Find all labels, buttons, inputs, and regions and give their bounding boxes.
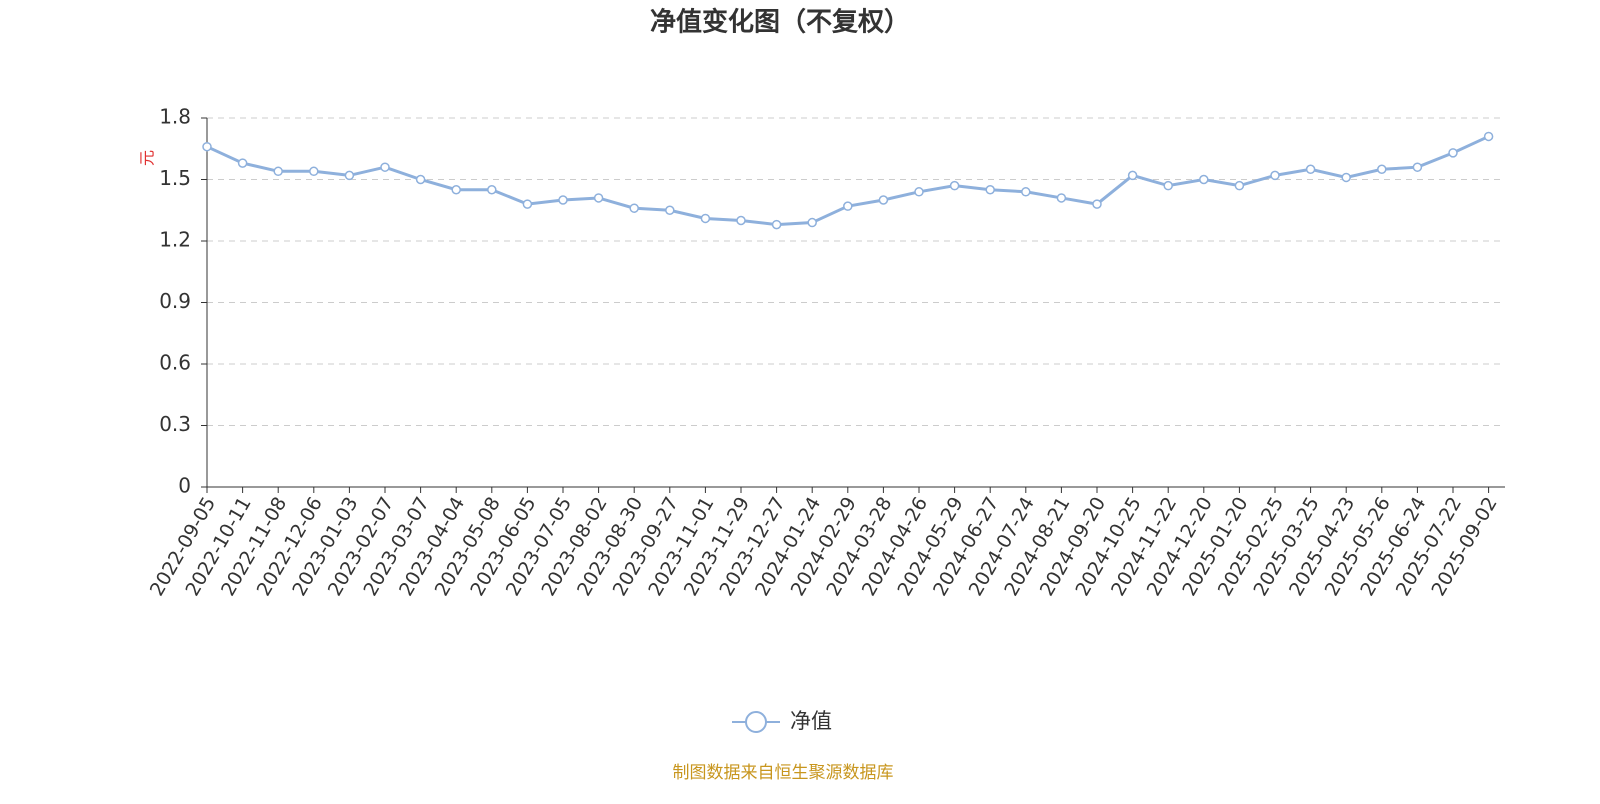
point [949, 180, 960, 191]
point [1305, 164, 1316, 174]
point [807, 217, 817, 228]
point [1199, 174, 1209, 185]
y-tick-label: 0.9 [159, 289, 191, 313]
point [1021, 187, 1031, 197]
point [665, 205, 675, 215]
point [1412, 162, 1423, 172]
point [1092, 199, 1102, 209]
point [914, 187, 924, 197]
point [878, 195, 889, 205]
y-tick-label: 1.5 [159, 166, 191, 190]
point [558, 195, 568, 205]
chart-title: 净值变化图（不复权） [650, 7, 910, 38]
point [1483, 131, 1494, 142]
point [843, 201, 853, 211]
point [273, 166, 283, 177]
point [522, 199, 533, 209]
point [985, 185, 995, 195]
y-tick-label: 0.6 [159, 351, 191, 375]
point [1341, 172, 1351, 183]
y-tick-label: 0.3 [159, 412, 191, 436]
point [1448, 148, 1458, 158]
line [206, 135, 1490, 227]
point [1163, 180, 1173, 191]
point [1127, 170, 1138, 181]
point [629, 203, 639, 213]
point [415, 174, 426, 185]
y-tick-label: 1.2 [159, 228, 191, 252]
point [1056, 193, 1067, 203]
y-tick-label: 1.8 [159, 105, 191, 129]
point [593, 193, 604, 203]
legend-marker [745, 711, 767, 733]
point [202, 141, 212, 152]
point [487, 185, 497, 195]
y-axis-label: 元 [138, 150, 157, 166]
legend-label: 净值 [790, 709, 832, 733]
point [344, 170, 355, 181]
point [700, 213, 711, 224]
point [1270, 170, 1280, 181]
point [771, 219, 782, 230]
point [380, 162, 390, 172]
point [1234, 180, 1245, 191]
y-tick-label: 0 [178, 474, 191, 498]
point [309, 166, 319, 177]
point [237, 158, 248, 168]
footer: 制图数据来自恒生聚源数据库 [673, 763, 894, 783]
point [736, 215, 746, 226]
point [451, 185, 461, 195]
point [1377, 164, 1387, 174]
